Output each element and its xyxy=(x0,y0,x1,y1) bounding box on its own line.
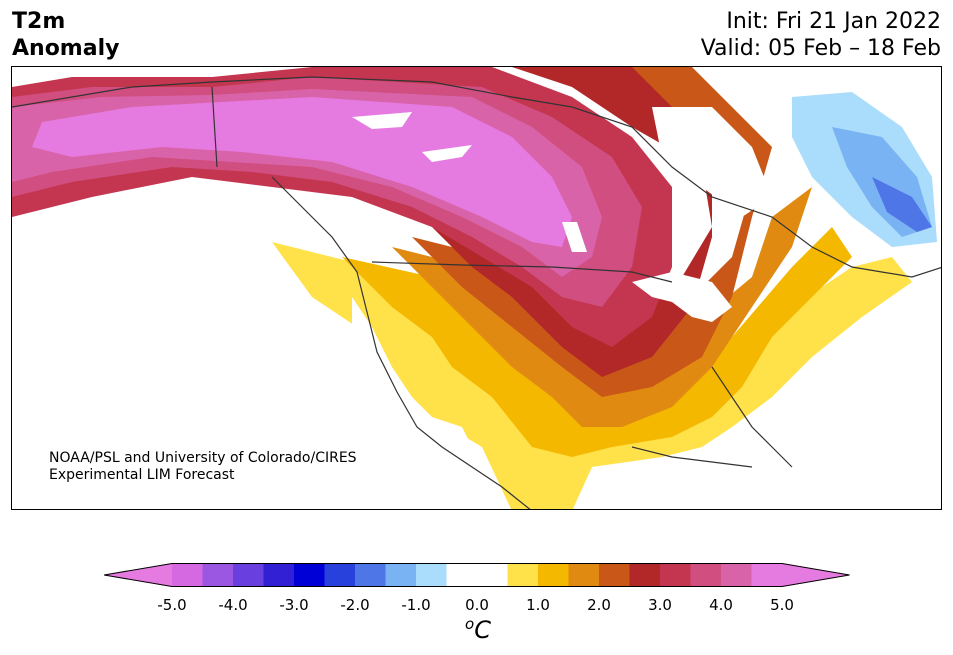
hudson-bay xyxy=(652,107,772,217)
anomaly-core xyxy=(32,97,572,247)
colorbar-tick-label: -1.0 xyxy=(401,596,431,614)
colorbar-over-arrow xyxy=(782,563,850,587)
colorbar-tick-label: -5.0 xyxy=(157,596,187,614)
colorbar-cell xyxy=(355,563,386,587)
colorbar-cell xyxy=(172,563,203,587)
colorbar-unit: oC xyxy=(465,615,491,644)
title-line-1: T2m xyxy=(12,9,66,34)
colorbar-tick-label: -2.0 xyxy=(340,596,370,614)
colorbar-cell xyxy=(324,563,356,587)
colorbar-cell xyxy=(538,563,569,587)
colorbar-cell xyxy=(294,563,325,587)
pacific-coast-white xyxy=(352,297,492,509)
colorbar-cell xyxy=(629,563,661,587)
colorbar-cell xyxy=(507,563,539,587)
colorbar-cell xyxy=(202,563,234,587)
cold-band-3 xyxy=(872,177,932,232)
colorbar-cell xyxy=(660,563,691,587)
colorbar-tick-label: 1.0 xyxy=(526,596,550,614)
colorbar-tick-label: 0.0 xyxy=(465,596,489,614)
map-canvas xyxy=(12,67,941,509)
unit-letter: C xyxy=(474,616,491,644)
map-title: T2m Anomaly xyxy=(12,8,119,62)
colorbar-tick-label: -4.0 xyxy=(218,596,248,614)
anomaly-band-2 xyxy=(342,227,852,457)
colorbar-tick-label: -3.0 xyxy=(279,596,309,614)
credit-line-1: NOAA/PSL and University of Colorado/CIRE… xyxy=(49,450,357,466)
credit-text: NOAA/PSL and University of Colorado/CIRE… xyxy=(49,450,357,484)
colorbar-tick-label: 5.0 xyxy=(770,596,794,614)
anomaly-map xyxy=(11,66,942,510)
colorbar-cell xyxy=(568,563,600,587)
colorbar-tick-label: 2.0 xyxy=(587,596,611,614)
great-lakes xyxy=(632,272,732,322)
colorbar-cell xyxy=(477,563,508,587)
colorbar-cell xyxy=(721,563,752,587)
colorbar-cell xyxy=(751,563,783,587)
colorbar-cell xyxy=(385,563,417,587)
colorbar-cell xyxy=(599,563,630,587)
title-line-2: Anomaly xyxy=(12,36,120,61)
forecast-dates: Init: Fri 21 Jan 2022 Valid: 05 Feb – 18… xyxy=(701,8,941,62)
lake-winnipeg xyxy=(562,222,587,252)
colorbar-cell xyxy=(263,563,295,587)
anomaly-band-3 xyxy=(392,187,812,427)
colorbar-cell xyxy=(690,563,722,587)
colorbar-cell xyxy=(416,563,447,587)
colorbar-under-arrow xyxy=(104,563,172,587)
colorbar-cells xyxy=(172,563,783,587)
init-date: Init: Fri 21 Jan 2022 xyxy=(726,9,941,34)
colorbar-outline xyxy=(104,563,850,587)
credit-line-2: Experimental LIM Forecast xyxy=(49,467,235,483)
great-slave-lake xyxy=(422,145,472,162)
colorbar-cell xyxy=(446,563,478,587)
colorbar-tick-label: 3.0 xyxy=(648,596,672,614)
valid-range: Valid: 05 Feb – 18 Feb xyxy=(700,36,941,61)
colorbar-cell xyxy=(233,563,264,587)
unit-degree: o xyxy=(465,615,475,633)
colorbar-tick-label: 4.0 xyxy=(709,596,733,614)
colorbar xyxy=(104,563,850,587)
borders xyxy=(12,76,941,509)
great-bear-lake xyxy=(352,112,412,129)
